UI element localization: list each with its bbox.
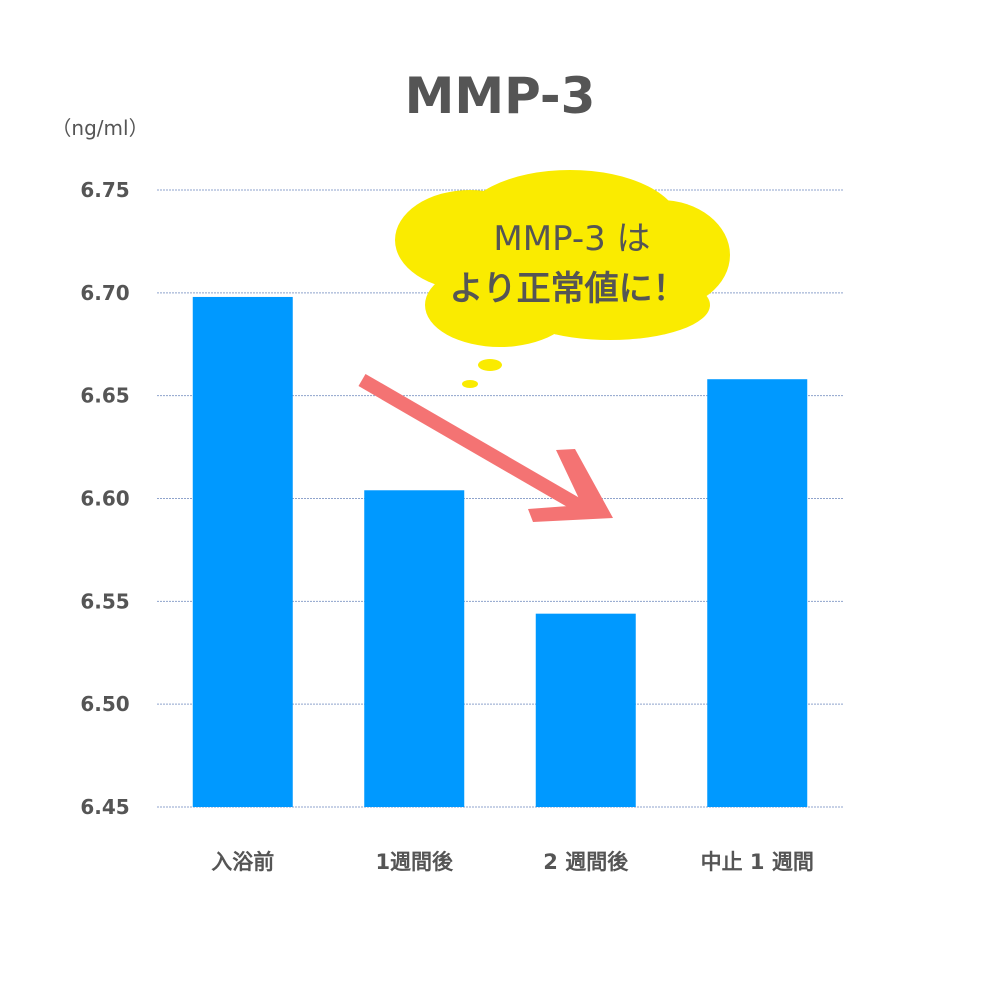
- bar: [535, 613, 636, 807]
- y-tick-label: 6.50: [80, 692, 129, 716]
- y-axis-unit: （ng/ml）: [51, 116, 148, 140]
- trend-arrow: [358, 373, 613, 522]
- bubble-dot: [462, 380, 478, 388]
- x-tick-label: 入浴前: [211, 850, 274, 874]
- bubble-dot: [478, 359, 502, 371]
- x-tick-labels: 入浴前 1週間後 2 週間後 中止 1 週間: [211, 850, 814, 874]
- bar: [707, 379, 808, 807]
- arrow-shaft: [358, 373, 594, 519]
- y-tick-labels: 6.45 6.50 6.55 6.60 6.65 6.70 6.75: [80, 178, 129, 819]
- bubble-text-line1: MMP-3 は: [493, 219, 650, 259]
- x-tick-label: 中止 1 週間: [701, 850, 814, 874]
- y-tick-label: 6.75: [80, 178, 129, 202]
- chart-title: MMP-3: [405, 67, 596, 125]
- y-tick-label: 6.55: [80, 589, 129, 613]
- y-tick-label: 6.65: [80, 384, 129, 408]
- x-tick-label: 1週間後: [375, 850, 454, 874]
- bar: [364, 490, 465, 807]
- x-tick-label: 2 週間後: [543, 850, 629, 874]
- bars: [192, 296, 808, 807]
- thought-bubble: MMP-3 は より正常値に！: [395, 170, 730, 388]
- bar: [192, 296, 293, 807]
- bubble-text-line2: より正常値に！: [449, 269, 686, 309]
- y-tick-label: 6.60: [80, 487, 129, 511]
- y-tick-label: 6.70: [80, 281, 129, 305]
- arrow-head: [528, 449, 613, 522]
- y-tick-label: 6.45: [80, 795, 129, 819]
